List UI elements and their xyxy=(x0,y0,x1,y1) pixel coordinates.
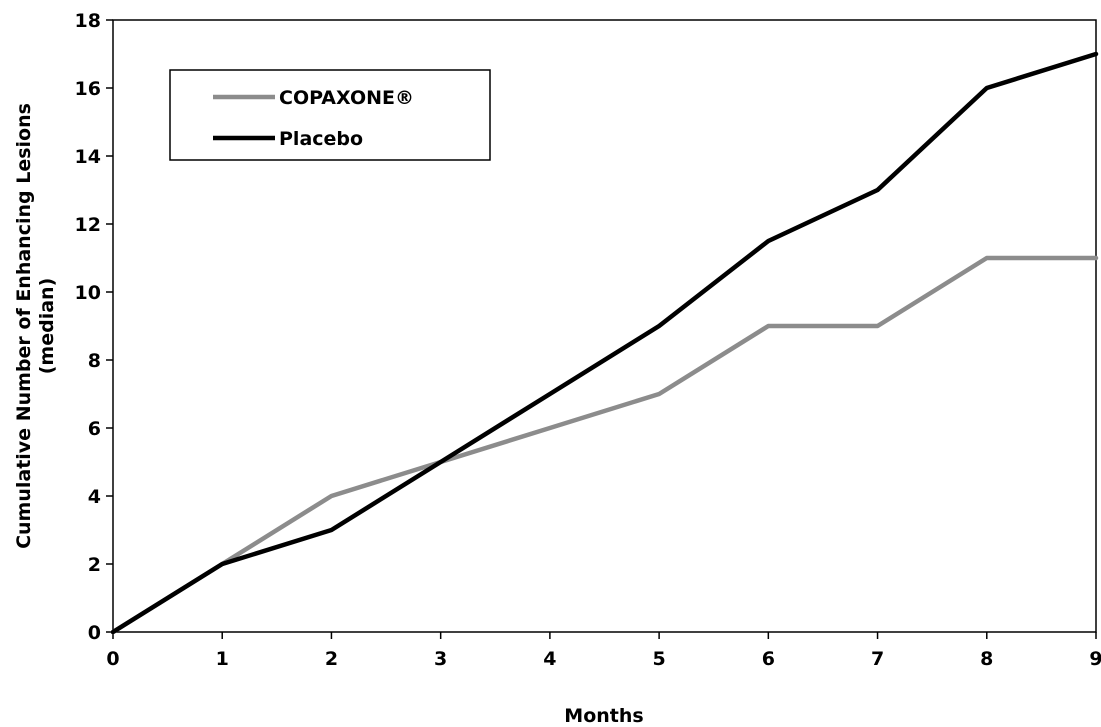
y-tick-label-4: 4 xyxy=(88,486,101,508)
x-tick-label-4: 4 xyxy=(543,648,556,670)
series-line-copaxone xyxy=(110,255,1099,635)
x-tick-label-6: 6 xyxy=(762,648,775,670)
y-axis-title-line-1: Cumulative Number of Enhancing Lesions xyxy=(13,103,35,549)
x-tick-label-0: 0 xyxy=(106,648,119,670)
x-tick-label-9: 9 xyxy=(1089,648,1101,670)
y-tick-label-2: 2 xyxy=(88,554,101,576)
y-tick-label-12: 12 xyxy=(75,214,101,236)
y-tick-label-6: 6 xyxy=(88,418,101,440)
y-tick-label-18: 18 xyxy=(75,10,101,32)
y-tick-label-8: 8 xyxy=(88,350,101,372)
y-tick-label-14: 14 xyxy=(75,146,101,168)
y-axis: 0 2 4 6 8 10 12 14 16 18 xyxy=(75,10,113,644)
x-axis: 0 1 2 3 4 5 6 7 8 9 xyxy=(106,632,1101,670)
x-tick-label-5: 5 xyxy=(652,648,665,670)
x-tick-label-3: 3 xyxy=(434,648,447,670)
series-line-placebo xyxy=(110,51,1099,635)
x-axis-title: Months xyxy=(564,705,643,727)
legend-label-copaxone: COPAXONE® xyxy=(279,87,414,109)
y-axis-title: Cumulative Number of Enhancing Lesions (… xyxy=(13,103,58,549)
x-tick-label-7: 7 xyxy=(871,648,884,670)
y-tick-label-10: 10 xyxy=(75,282,101,304)
x-tick-label-8: 8 xyxy=(980,648,993,670)
legend-label-placebo: Placebo xyxy=(279,128,363,150)
legend-box xyxy=(169,69,491,161)
legend: COPAXONE® Placebo xyxy=(169,69,491,161)
y-tick-label-0: 0 xyxy=(88,622,101,644)
y-axis-title-line-2: (median) xyxy=(36,278,58,375)
series-layer xyxy=(110,51,1099,635)
y-tick-label-16: 16 xyxy=(75,78,101,100)
x-tick-label-1: 1 xyxy=(216,648,229,670)
x-tick-label-2: 2 xyxy=(325,648,338,670)
